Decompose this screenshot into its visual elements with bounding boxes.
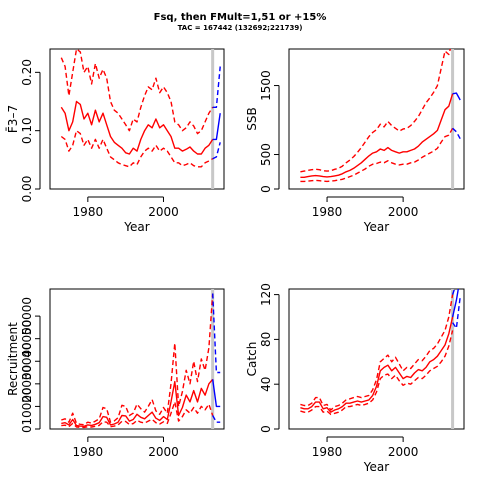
y-axis-title: F̄3–7	[6, 105, 20, 133]
x-tick-label: 2000	[388, 205, 419, 219]
lower-bound-line	[300, 330, 454, 416]
recruitment-panel: 1980 200001000020000300004000050000Recrui…	[6, 288, 225, 459]
projection-median-line	[451, 289, 460, 318]
lower-bound-line	[300, 127, 454, 183]
upper-bound-line	[300, 294, 454, 411]
y-tick-label: 120	[259, 283, 273, 306]
y-tick-label: 30000	[20, 342, 34, 380]
y-tick-label: 500	[259, 143, 273, 166]
median-line	[300, 93, 454, 178]
y-tick-label: 0	[259, 185, 273, 193]
projection-median-line	[212, 379, 221, 408]
x-axis-title: Year	[363, 220, 389, 234]
projection-upper-line	[212, 66, 221, 108]
series-group	[300, 289, 461, 416]
x-tick-label: 1980	[73, 205, 104, 219]
y-axis-title: Recruitment	[6, 322, 20, 396]
plot-frame	[288, 48, 465, 190]
y-tick-label: 20000	[20, 365, 34, 403]
x-tick-label: 2000	[388, 445, 419, 459]
plot-frame	[49, 288, 225, 430]
upper-bound-line	[300, 49, 452, 173]
series-group	[61, 293, 221, 429]
figure-subtitle: TAC = 167442 (132692;221739)	[178, 24, 303, 32]
projection-lower-line	[452, 127, 461, 140]
x-tick-label: 2000	[148, 445, 179, 459]
x-tick-label: 1980	[312, 205, 343, 219]
y-tick-label: 0.00	[20, 176, 34, 203]
series-group	[60, 49, 221, 168]
upper-bound-line	[60, 49, 214, 135]
median-line	[61, 378, 214, 427]
projection-upper-line	[212, 293, 221, 374]
figure-title: Fsq, then FMult=1,51 or +15%	[154, 12, 327, 23]
median-line	[300, 316, 454, 413]
y-tick-label: 0.10	[20, 117, 34, 144]
y-tick-label: 0.20	[20, 59, 34, 86]
y-tick-label: 0	[20, 425, 34, 433]
y-tick-label: 50000	[20, 297, 34, 335]
plot-frame	[288, 288, 465, 430]
projection-lower-line	[452, 296, 461, 329]
x-axis-title: Year	[363, 460, 389, 474]
plot-frame	[49, 48, 225, 190]
y-tick-label: 1500	[259, 70, 273, 101]
projection-upper-line	[453, 37, 461, 48]
series-group	[300, 37, 461, 183]
x-tick-label: 1980	[312, 445, 343, 459]
projection-median-line	[212, 113, 221, 141]
y-tick-label: 40000	[20, 320, 34, 358]
projection-upper-line	[451, 289, 456, 295]
projection-lower-line	[212, 142, 221, 160]
x-tick-label: 2000	[148, 205, 179, 219]
median-line	[60, 100, 214, 155]
lower-bound-line	[60, 130, 214, 168]
projection-median-line	[452, 92, 461, 101]
x-axis-title: Year	[123, 220, 149, 234]
y-axis-title: SSB	[245, 107, 259, 130]
x-tick-label: 1980	[73, 445, 104, 459]
y-tick-label: 0	[259, 425, 273, 433]
upper-bound-line	[61, 293, 214, 426]
y-tick-label: 40	[259, 377, 273, 392]
lower-bound-line	[61, 401, 214, 429]
y-tick-label: 80	[259, 332, 273, 347]
projection-lower-line	[212, 415, 221, 423]
y-axis-title: Catch	[245, 342, 259, 377]
y-tick-label: 10000	[20, 387, 34, 425]
